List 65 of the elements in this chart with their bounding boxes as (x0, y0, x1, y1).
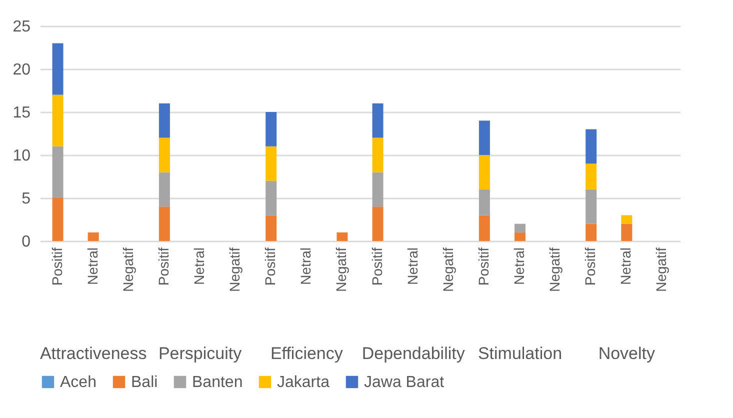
x-tick-label: Positif (155, 247, 172, 286)
x-tick-label: Positif (475, 247, 492, 286)
bar (266, 146, 277, 181)
y-tick-label: 20 (12, 62, 31, 78)
legend-label: Bali (131, 374, 158, 391)
text: Dependability (362, 344, 466, 363)
bar (266, 112, 277, 146)
x-tick-label: Negatif (120, 247, 136, 292)
bar (478, 120, 490, 155)
bar (52, 146, 64, 198)
legend-label: Jawa Barat (364, 374, 445, 391)
bar (372, 172, 384, 207)
x-tick-label: Netral (191, 248, 207, 285)
bar (586, 189, 597, 224)
bar (621, 215, 632, 224)
bar (52, 94, 64, 146)
x-tick-label: Positif (582, 247, 598, 286)
bar (158, 206, 170, 241)
x-tick-label: Positif (368, 247, 385, 286)
y-tick-label: 0 (22, 234, 31, 250)
x-tick-label: Negatif (546, 247, 563, 292)
bar (266, 180, 277, 216)
bar (266, 215, 277, 241)
bar (621, 224, 632, 241)
y-tick-label: 15 (12, 104, 31, 122)
text: Novelty (598, 344, 656, 363)
text: Attractiveness (40, 344, 147, 363)
bar (372, 206, 384, 241)
x-tick-label: Netral (84, 248, 100, 285)
bar (478, 155, 490, 190)
x-tick-label: Negatif (226, 247, 243, 292)
bar (478, 189, 490, 216)
x-tick-label: Netral (298, 248, 314, 285)
bar (158, 103, 170, 138)
y-tick-label: 10 (12, 148, 31, 164)
x-tick-label: Negatif (440, 247, 456, 292)
bar (372, 103, 384, 138)
bar (88, 232, 99, 241)
y-tick-label: 5 (22, 190, 31, 208)
x-tick-label: Netral (511, 248, 527, 285)
text: Stimulation (478, 344, 562, 363)
bar (52, 198, 64, 241)
bar (586, 129, 597, 164)
bar (336, 232, 348, 241)
bar (586, 224, 597, 241)
legend-label: Aceh (60, 374, 96, 391)
x-tick-label: Positif (48, 247, 65, 286)
legend-label: Jakarta (277, 374, 330, 391)
legend-label: Banten (192, 374, 243, 391)
bar (158, 138, 170, 172)
bar (514, 232, 526, 241)
x-tick-label: Positif (262, 247, 278, 286)
bar (514, 224, 526, 232)
x-tick-label: Netral (404, 248, 420, 285)
bar (586, 164, 597, 190)
x-tick-label: Netral (618, 248, 634, 285)
y-tick-label: 25 (12, 18, 31, 36)
text: Perspicuity (158, 344, 242, 363)
text: Efficiency (270, 344, 344, 363)
x-tick-label: Negatif (333, 247, 350, 292)
bar (52, 43, 64, 95)
bar (372, 138, 384, 172)
bar (158, 172, 170, 207)
bar (478, 215, 490, 241)
x-tick-label: Negatif (653, 247, 670, 292)
